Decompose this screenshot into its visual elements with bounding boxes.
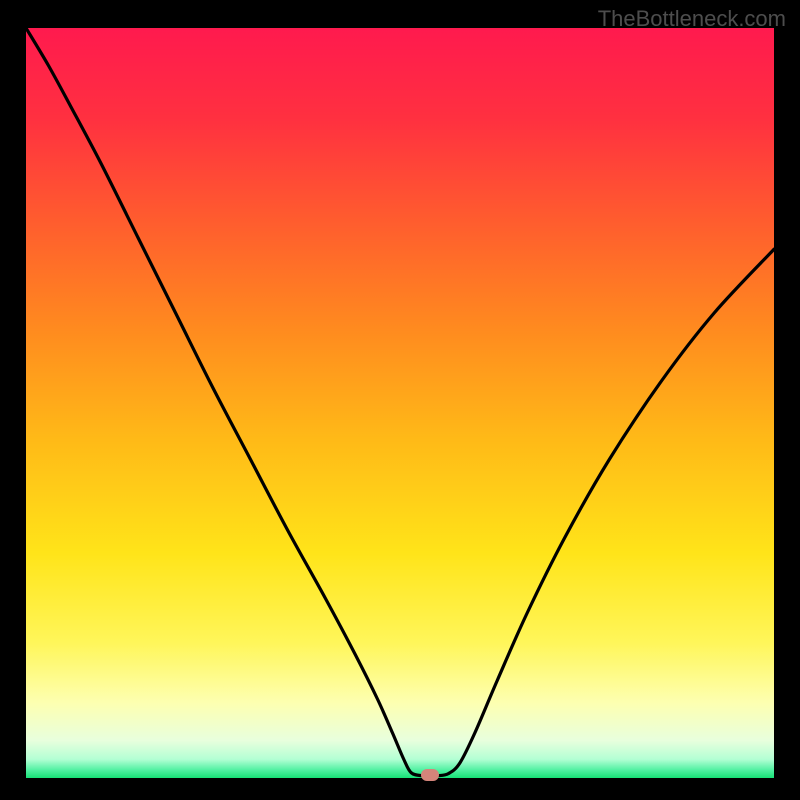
attribution-text: TheBottleneck.com — [598, 6, 786, 32]
optimal-point-marker — [421, 769, 439, 781]
gradient-plot-background — [26, 28, 774, 778]
